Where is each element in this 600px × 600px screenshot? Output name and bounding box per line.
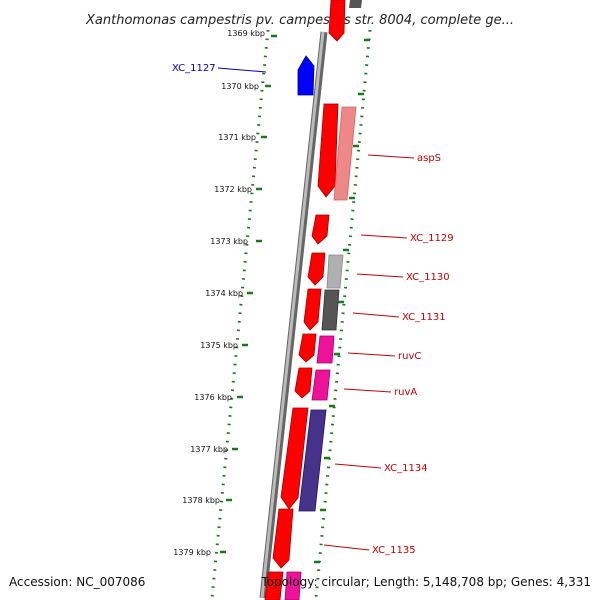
scale-ticks	[220, 34, 277, 554]
gene-arrow	[311, 214, 330, 245]
gene-label-xc-1130[interactable]: XC_1130	[406, 272, 450, 283]
gene-label-xc-1129[interactable]: XC_1129	[410, 233, 454, 244]
scale-label: 1376 kbp	[194, 393, 232, 402]
label-leader	[347, 352, 396, 357]
label-leaders	[217, 67, 415, 551]
reverse-genes	[297, 55, 315, 96]
accession-text: Accession: NC_007086	[9, 575, 145, 589]
cog-block	[311, 369, 331, 401]
scale-label: 1379 kbp	[173, 548, 211, 557]
gene-arrow	[328, 0, 346, 42]
cog-block	[326, 254, 344, 289]
gene-arrow	[280, 407, 309, 510]
gene-label-xc-1135[interactable]: XC_1135	[372, 545, 416, 556]
scale-label: 1372 kbp	[214, 185, 252, 194]
label-leader	[352, 312, 400, 318]
gene-label-xc-1131[interactable]: XC_1131	[402, 312, 446, 323]
cog-block	[298, 409, 327, 512]
label-leader	[367, 154, 415, 159]
cog-block	[316, 335, 335, 364]
scale-label: 1375 kbp	[200, 341, 238, 350]
gene-arrow	[298, 333, 317, 363]
forward-genes	[264, 0, 346, 600]
gene-labels: XC_1127 aspS XC_1129 XC_1130 XC_1131 ruv…	[172, 63, 454, 556]
gene-arrow	[307, 252, 326, 286]
label-leader	[334, 463, 382, 469]
gene-arrow	[272, 508, 294, 569]
gene-label-asps[interactable]: aspS	[417, 153, 441, 164]
genome-backbone	[259, 31, 328, 599]
label-leader	[343, 388, 392, 393]
gene-label-xc-1127[interactable]: XC_1127	[172, 63, 216, 74]
cog-blocks	[284, 0, 362, 600]
gene-arrow	[317, 103, 339, 198]
gene-label-ruvc[interactable]: ruvC	[398, 351, 421, 362]
scale-label: 1378 kbp	[182, 496, 220, 505]
left-dotted-ring	[210, 29, 270, 599]
right-dotted-ring	[314, 29, 372, 599]
scale-label: 1369 kbp	[227, 29, 265, 38]
gene-label-xc-1134[interactable]: XC_1134	[384, 463, 428, 474]
cog-block	[333, 106, 357, 201]
scale-labels: 1369 kbp 1370 kbp 1371 kbp 1372 kbp 1373…	[173, 29, 265, 557]
label-leader	[323, 544, 370, 551]
gene-arrow	[294, 367, 313, 399]
label-leader	[356, 273, 404, 278]
scale-label: 1371 kbp	[218, 133, 256, 142]
gene-arrow	[303, 288, 322, 331]
cog-block	[284, 571, 302, 600]
label-leader	[360, 234, 408, 239]
summary-text: Topology: circular; Length: 5,148,708 bp…	[260, 575, 591, 589]
label-leader	[217, 67, 267, 73]
scale-label: 1374 kbp	[205, 289, 243, 298]
map-title: Xanthomonas campestris pv. campestris st…	[85, 13, 514, 28]
gene-arrow	[264, 571, 284, 600]
scale-label: 1373 kbp	[210, 237, 248, 246]
gene-label-ruva[interactable]: ruvA	[394, 387, 417, 398]
right-ring-ticks	[314, 38, 370, 564]
scale-label: 1377 kbp	[190, 445, 228, 454]
cog-block	[349, 0, 362, 8]
scale-label: 1370 kbp	[221, 82, 259, 91]
cog-block	[321, 289, 340, 331]
gene-arrow	[297, 55, 315, 96]
